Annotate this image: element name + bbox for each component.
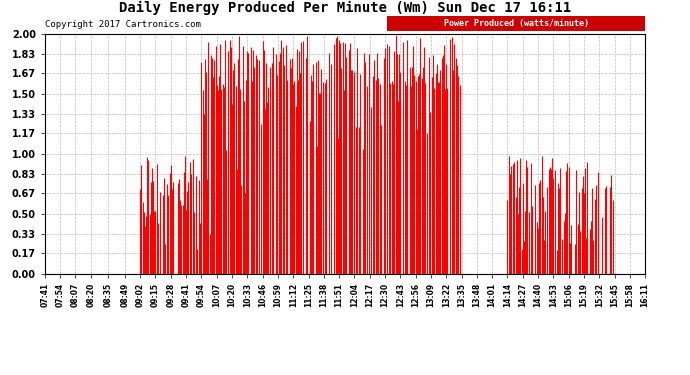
Title: Daily Energy Produced Per Minute (Wm) Sun Dec 17 16:11: Daily Energy Produced Per Minute (Wm) Su…	[119, 0, 571, 15]
Text: Copyright 2017 Cartronics.com: Copyright 2017 Cartronics.com	[45, 20, 201, 29]
